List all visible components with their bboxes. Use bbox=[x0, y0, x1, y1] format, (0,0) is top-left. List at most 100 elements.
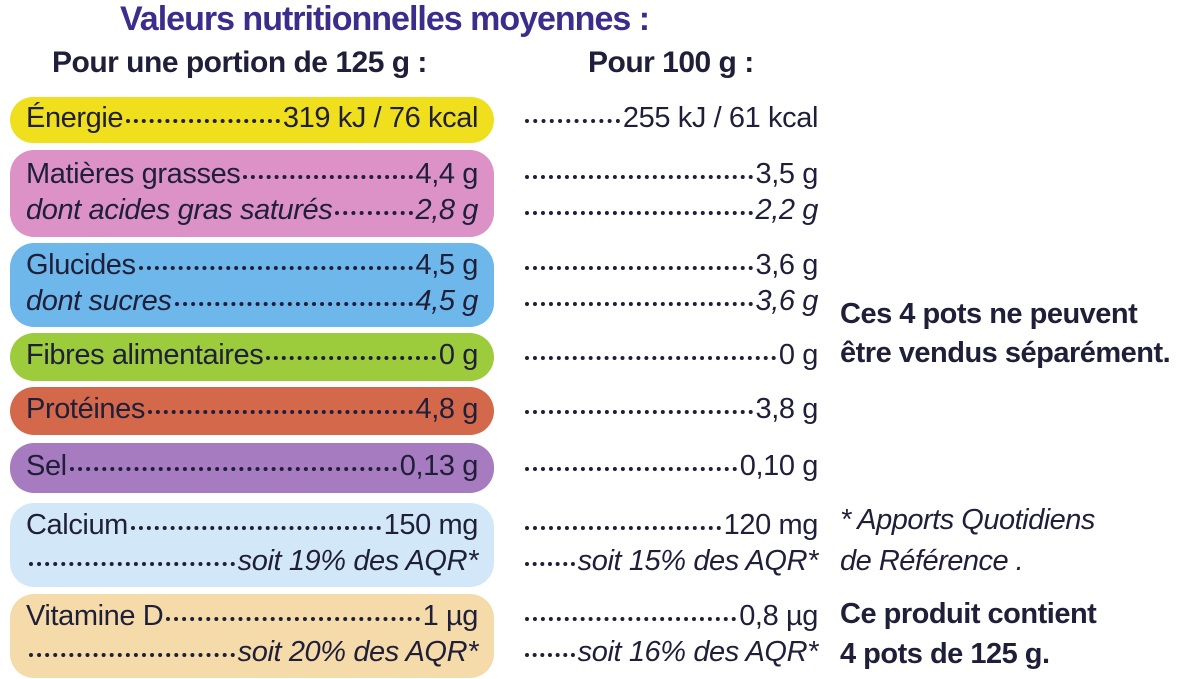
portion-value: 150 mg bbox=[383, 509, 479, 541]
line: soit 20% des AQR* bbox=[10, 636, 494, 672]
portion-value: 4,5 g bbox=[415, 249, 479, 281]
row-per100: 120 mg soit 15% des AQR* bbox=[522, 503, 818, 587]
nutrient-label: Fibres alimentaires bbox=[26, 339, 264, 371]
portion-value: 319 kJ / 76 kcal bbox=[282, 102, 479, 134]
portion-value: 0 g bbox=[438, 339, 479, 371]
portion-value: soit 19% des AQR* bbox=[237, 545, 479, 577]
row-per100: 0,8 µg soit 16% des AQR* bbox=[522, 594, 818, 678]
leader bbox=[138, 266, 413, 270]
nutrient-label: Protéines bbox=[26, 393, 145, 425]
leader bbox=[525, 653, 575, 657]
leader bbox=[29, 653, 235, 657]
line: 0 g bbox=[522, 339, 818, 375]
leader bbox=[525, 210, 753, 215]
leader bbox=[29, 562, 235, 566]
row-pill: Sel 0,13 g bbox=[10, 443, 494, 493]
per100-value: 3,6 g bbox=[755, 249, 819, 281]
per100-value: 255 kJ / 61 kcal bbox=[622, 102, 819, 134]
line: 3,6 g bbox=[522, 285, 818, 321]
per100-header: Pour 100 g : bbox=[588, 46, 754, 79]
row-pill: Fibres alimentaires 0 g bbox=[10, 333, 494, 381]
note-line: Ce produit contient bbox=[840, 598, 1097, 630]
note-line: être vendus séparément. bbox=[840, 337, 1171, 369]
line: 2,2 g bbox=[522, 194, 818, 230]
per100-value: 0 g bbox=[778, 339, 819, 371]
line: dont acides gras saturés 2,8 g bbox=[10, 194, 494, 230]
per100-value: 2,2 g bbox=[755, 193, 819, 226]
line: Énergie 319 kJ / 76 kcal bbox=[10, 102, 494, 138]
portion-value: 4,4 g bbox=[415, 157, 479, 190]
leader bbox=[126, 119, 280, 123]
note-line: 4 pots de 125 g. bbox=[840, 638, 1050, 670]
row-per100: 0,10 g bbox=[522, 443, 818, 493]
line: 3,5 g bbox=[522, 158, 818, 194]
leader bbox=[525, 467, 737, 471]
leader bbox=[525, 526, 721, 530]
nutrient-label: Glucides bbox=[26, 249, 136, 281]
line: soit 19% des AQR* bbox=[10, 545, 494, 581]
leader bbox=[525, 302, 753, 306]
leader bbox=[335, 210, 413, 215]
nutrient-label: Vitamine D bbox=[26, 600, 164, 632]
line: soit 15% des AQR* bbox=[522, 545, 818, 581]
portion-value: 4,8 g bbox=[415, 393, 479, 425]
line: Vitamine D 1 µg bbox=[10, 600, 494, 636]
portion-value: soit 20% des AQR* bbox=[237, 636, 479, 668]
line: 120 mg bbox=[522, 509, 818, 545]
leader bbox=[525, 562, 575, 566]
row-pill: Matières grasses 4,4 g dont acides gras sa… bbox=[10, 150, 494, 237]
line: Glucides 4,5 g bbox=[10, 249, 494, 285]
portion-header: Pour une portion de 125 g : bbox=[52, 46, 427, 79]
leader bbox=[525, 617, 737, 621]
row-pill: Glucides 4,5 g dont sucres 4,5 g bbox=[10, 243, 494, 327]
leader bbox=[266, 356, 436, 360]
portion-value: 0,13 g bbox=[399, 450, 479, 482]
line: dont sucres 4,5 g bbox=[10, 285, 494, 321]
per100-value: 3,8 g bbox=[755, 393, 819, 425]
line: 0,8 µg bbox=[522, 600, 818, 636]
per100-value: 0,10 g bbox=[739, 450, 819, 482]
portion-value: 2,8 g bbox=[415, 193, 479, 226]
nutrient-label: Énergie bbox=[26, 102, 124, 134]
line: Fibres alimentaires 0 g bbox=[10, 339, 494, 375]
row-pill: Énergie 319 kJ / 76 kcal bbox=[10, 97, 494, 143]
row-per100: 3,6 g 3,6 g bbox=[522, 243, 818, 327]
per100-value: 3,5 g bbox=[755, 157, 819, 190]
leader bbox=[525, 174, 753, 179]
leader bbox=[174, 302, 413, 306]
line: Protéines 4,8 g bbox=[10, 393, 494, 429]
row-pill: Protéines 4,8 g bbox=[10, 387, 494, 435]
nutrient-label: dont sucres bbox=[26, 285, 172, 317]
per100-value: 0,8 µg bbox=[739, 600, 818, 632]
leader bbox=[147, 410, 413, 414]
leader bbox=[525, 356, 776, 360]
per100-value: soit 16% des AQR* bbox=[577, 636, 819, 668]
line: 3,8 g bbox=[522, 393, 818, 429]
note-line: * Apports Quotidiens bbox=[840, 504, 1095, 536]
line: Calcium 150 mg bbox=[10, 509, 494, 545]
leader bbox=[166, 617, 420, 621]
line: Matières grasses 4,4 g bbox=[10, 158, 494, 194]
nutrient-label: Sel bbox=[26, 450, 67, 482]
line: Sel 0,13 g bbox=[10, 450, 494, 486]
title: Valeurs nutritionnelles moyennes : bbox=[120, 0, 650, 38]
row-per100: 3,8 g bbox=[522, 387, 818, 435]
row-per100: 0 g bbox=[522, 333, 818, 381]
per100-value: soit 15% des AQR* bbox=[577, 545, 819, 577]
line: 3,6 g bbox=[522, 249, 818, 285]
leader bbox=[525, 119, 620, 123]
line: 0,10 g bbox=[522, 450, 818, 486]
per100-value: 120 mg bbox=[723, 509, 819, 541]
portion-value: 4,5 g bbox=[415, 285, 479, 317]
row-per100: 3,5 g 2,2 g bbox=[522, 150, 818, 237]
line: 255 kJ / 61 kcal bbox=[522, 102, 818, 138]
note-line: de Référence . bbox=[840, 545, 1024, 577]
nutrient-label: Calcium bbox=[26, 509, 128, 541]
row-pill: Calcium 150 mg soit 19% des AQR* bbox=[10, 503, 494, 587]
row-per100: 255 kJ / 61 kcal bbox=[522, 97, 818, 143]
leader bbox=[69, 467, 397, 471]
row-pill: Vitamine D 1 µg soit 20% des AQR* bbox=[10, 594, 494, 678]
leader bbox=[525, 266, 753, 270]
per100-value: 3,6 g bbox=[755, 285, 819, 317]
note-line: Ces 4 pots ne peuvent bbox=[840, 298, 1138, 330]
